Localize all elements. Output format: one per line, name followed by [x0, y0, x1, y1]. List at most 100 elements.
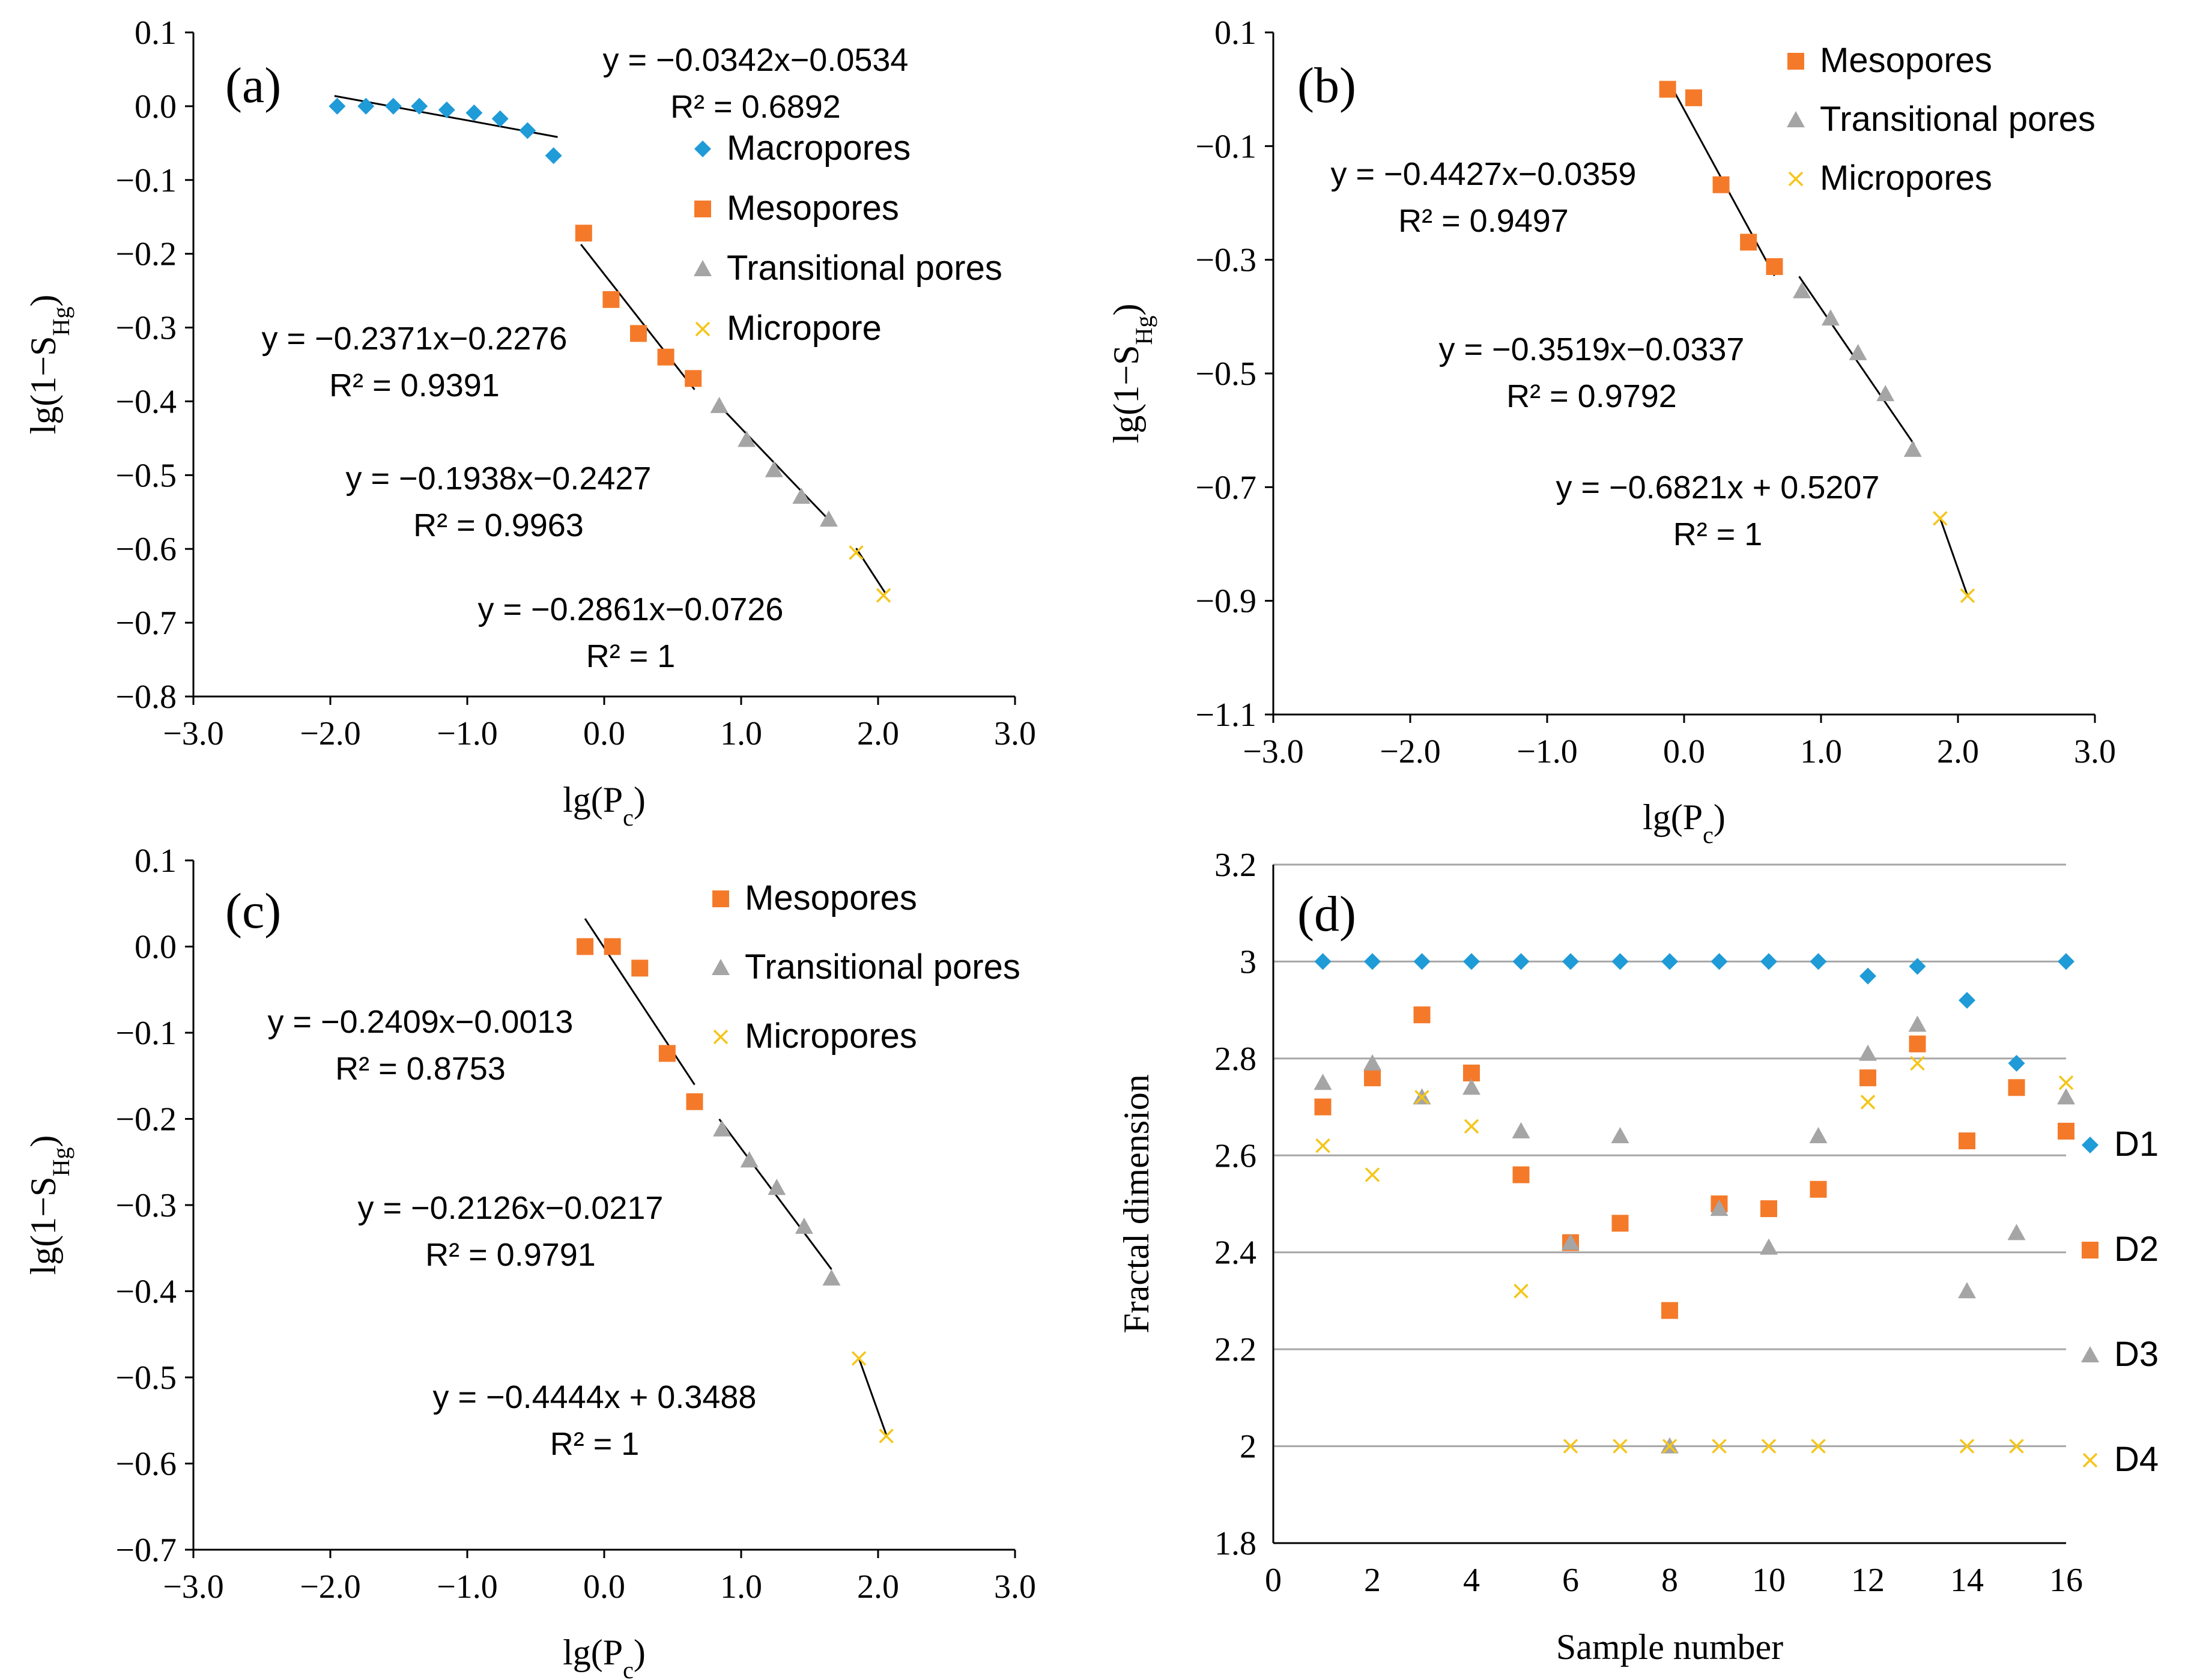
x-tick-label: 14 — [1950, 1562, 1984, 1599]
legend-label: D3 — [2114, 1335, 2159, 1374]
data-point — [1661, 953, 1678, 970]
fit-r-squared: R² = 1 — [550, 1426, 640, 1462]
data-point — [1712, 176, 1730, 193]
data-point — [2009, 1439, 2024, 1454]
data-point — [577, 938, 594, 955]
fit-equation: y = −0.4427x−0.0359 — [1331, 156, 1637, 192]
y-axis-title: lg(1−SHg) — [23, 1135, 74, 1275]
data-point — [1662, 1439, 1677, 1454]
x-tick-label: 10 — [1752, 1562, 1786, 1599]
data-point — [1315, 1138, 1330, 1153]
data-point — [879, 1428, 894, 1443]
data-point — [1933, 511, 1948, 526]
data-point — [1613, 1439, 1628, 1454]
data-point — [2058, 1122, 2074, 1140]
legend-marker — [2082, 1242, 2099, 1258]
data-point — [1365, 1167, 1380, 1182]
data-point — [1413, 1006, 1431, 1024]
series-d1 — [1314, 953, 2074, 1072]
fit-line — [580, 244, 695, 390]
y-tick-label: −0.5 — [1195, 355, 1256, 393]
y-tick-label: 0.1 — [1214, 14, 1256, 52]
data-point — [1959, 1132, 1975, 1150]
x-tick-label: −1.0 — [1517, 733, 1578, 770]
legend-label: D1 — [2114, 1125, 2159, 1164]
x-tick-label: 8 — [1661, 1562, 1678, 1599]
data-point — [1909, 1035, 1926, 1053]
series-micropores — [851, 1351, 894, 1443]
fit-line — [1939, 518, 1969, 596]
y-tick-label: −0.5 — [115, 457, 177, 494]
series-transitional-pores — [710, 396, 838, 527]
data-point — [1760, 953, 1777, 970]
data-point — [1959, 992, 1975, 1009]
data-point — [604, 938, 621, 955]
y-tick-label: −0.2 — [115, 1101, 177, 1138]
x-axis-title: lg(Pc) — [1643, 797, 1726, 848]
data-point — [1761, 1439, 1777, 1454]
data-point — [1611, 1215, 1629, 1232]
legend-label: D2 — [2114, 1230, 2159, 1269]
chart-panel-2: 0.1 −0.1 −0.3 −0.5 −0.7 −0.9 −1.1−3.0 −2.0 −1.0 0… — [1106, 14, 2116, 848]
fit-r-squared: R² = 0.9791 — [425, 1237, 596, 1273]
data-point — [1710, 1200, 1729, 1216]
x-tick-label: −2.0 — [300, 1568, 361, 1606]
fit-equation: y = −0.6821x + 0.5207 — [1556, 470, 1880, 506]
chart-panel-3: 0.1 0.0 −0.1 −0.2 −0.3 −0.4 −0.5 −0.6 −0.7−3.0 −2… — [23, 842, 1036, 1680]
data-point — [1909, 958, 1926, 975]
data-point — [1903, 440, 1922, 457]
y-tick-label: 0.0 — [135, 88, 177, 125]
series-mesopores — [577, 938, 703, 1110]
data-point — [1960, 588, 1975, 603]
data-point — [438, 101, 455, 119]
fit-line — [858, 1358, 888, 1436]
series-d2 — [1314, 1006, 2074, 1319]
fit-equation: y = −0.1938x−0.2427 — [346, 461, 652, 497]
legend-marker — [694, 260, 712, 276]
y-tick-label: −0.1 — [1195, 128, 1256, 165]
legend-label: Macropores — [727, 128, 911, 168]
data-point — [822, 1269, 841, 1286]
fit-line — [1798, 276, 1915, 446]
data-point — [2007, 1224, 2026, 1240]
legend-label: Mesopores — [745, 878, 917, 917]
data-point — [1849, 343, 1867, 360]
data-point — [411, 97, 428, 115]
data-point — [713, 1120, 732, 1137]
data-point — [630, 325, 647, 342]
data-point — [357, 97, 375, 115]
y-tick-label: −0.4 — [115, 383, 177, 420]
x-tick-label: 0.0 — [583, 1568, 625, 1606]
fit-equation: y = −0.2126x−0.0217 — [358, 1190, 664, 1226]
legend-marker — [2082, 1452, 2098, 1468]
data-point — [685, 370, 702, 387]
data-point — [1760, 1238, 1778, 1255]
fit-equation: y = −0.4444x + 0.3488 — [433, 1379, 757, 1415]
data-point — [384, 97, 402, 115]
data-point — [795, 1217, 813, 1234]
data-point — [1611, 953, 1629, 970]
series-transitional-pores — [1793, 282, 1922, 457]
panel-label: (d) — [1297, 886, 1356, 942]
data-point — [1464, 1119, 1479, 1134]
panel-label: (b) — [1297, 58, 1356, 113]
data-point — [602, 291, 620, 308]
data-point — [1514, 1284, 1529, 1299]
legend-marker — [1787, 53, 1804, 70]
data-point — [1793, 282, 1811, 298]
data-point — [1760, 1200, 1777, 1218]
x-tick-label: 1.0 — [720, 715, 762, 752]
data-point — [329, 97, 346, 115]
data-point — [1661, 1302, 1678, 1319]
data-point — [1740, 234, 1757, 251]
y-axis-title: lg(1−SHg) — [23, 295, 74, 435]
legend-marker — [2082, 1137, 2099, 1153]
y-tick-label: 1.8 — [1214, 1525, 1256, 1562]
legend-marker — [712, 890, 729, 907]
y-tick-label: −0.2 — [115, 236, 177, 273]
data-point — [1959, 1439, 1975, 1454]
data-point — [1711, 953, 1728, 970]
x-tick-label: −3.0 — [163, 715, 224, 752]
x-tick-label: 3.0 — [994, 715, 1036, 752]
y-axis-title: Fractal dimension — [1117, 1074, 1156, 1334]
